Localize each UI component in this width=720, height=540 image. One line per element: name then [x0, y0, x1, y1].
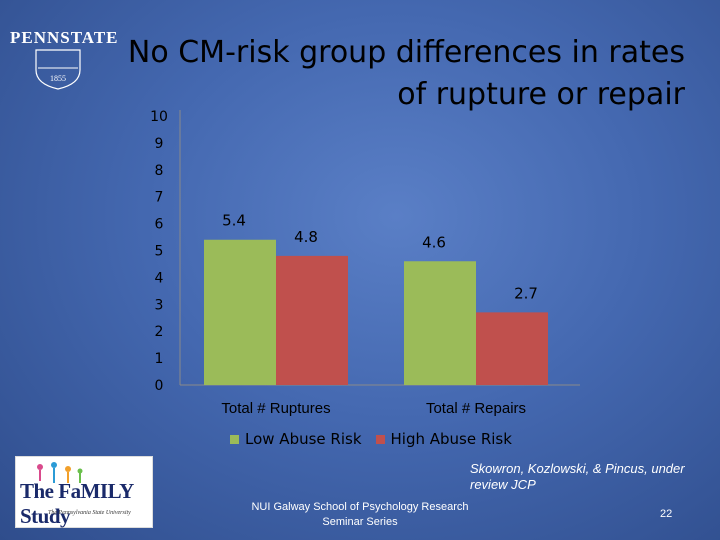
- pennstate-logo: PENNSTATE 1855: [10, 28, 119, 95]
- x-category-label: Total # Repairs: [426, 400, 526, 417]
- legend-label-high: High Abuse Risk: [390, 430, 512, 448]
- data-label: 2.7: [514, 284, 538, 302]
- data-label: 4.8: [294, 228, 318, 246]
- y-tick-label: 9: [155, 136, 164, 152]
- family-logo-title: The FaMILY Study: [20, 479, 134, 528]
- title-line-2: of rupture or repair: [397, 77, 685, 112]
- y-tick-label: 7: [155, 190, 164, 206]
- family-logo-subtitle: The Pennsylvania State University: [48, 510, 131, 516]
- slide-title: No CM-risk group differences in rates of…: [120, 32, 685, 116]
- y-tick-label: 4: [155, 270, 164, 286]
- y-tick-label: 6: [155, 217, 164, 233]
- pennstate-wordmark: PENNSTATE: [10, 28, 119, 47]
- legend-swatch-high: [375, 434, 385, 444]
- y-tick-label: 0: [155, 378, 164, 394]
- bar-layer: 5.4 4.8 4.6 2.7: [204, 212, 548, 385]
- y-tick-label: 8: [155, 163, 164, 179]
- x-category-label: Total # Ruptures: [221, 400, 330, 417]
- bar: [404, 261, 476, 385]
- y-tick-label: 3: [155, 297, 164, 313]
- legend-item-high: High Abuse Risk: [375, 430, 512, 448]
- shield-icon: 1855: [35, 49, 81, 90]
- bar: [204, 239, 276, 385]
- legend-swatch-low: [230, 434, 239, 444]
- title-line-1: No CM-risk group differences in rates: [127, 35, 685, 70]
- y-tick-label: 2: [155, 324, 164, 340]
- data-label: 5.4: [222, 212, 246, 230]
- citation: Skowron, Kozlowski, & Pincus, under revi…: [470, 461, 685, 492]
- page-number: 22: [660, 508, 673, 520]
- family-figures-icon: [37, 462, 83, 483]
- data-label: 4.6: [422, 233, 446, 251]
- footer-text: NUI Galway School of Psychology Research…: [251, 501, 469, 528]
- y-tick-label: 5: [155, 244, 164, 260]
- legend-label-low: Low Abuse Risk: [245, 430, 362, 448]
- legend-item-low: Low Abuse Risk: [230, 430, 362, 448]
- bar: [276, 255, 348, 385]
- y-tick-label: 1: [155, 351, 164, 367]
- family-study-logo: The FaMILY Study The Pennsylvania State …: [15, 456, 153, 528]
- chart-legend: Low Abuse Risk High Abuse Risk: [230, 430, 512, 448]
- logo-year: 1855: [50, 74, 66, 83]
- bar: [476, 312, 548, 385]
- y-tick-label: 10: [150, 109, 168, 125]
